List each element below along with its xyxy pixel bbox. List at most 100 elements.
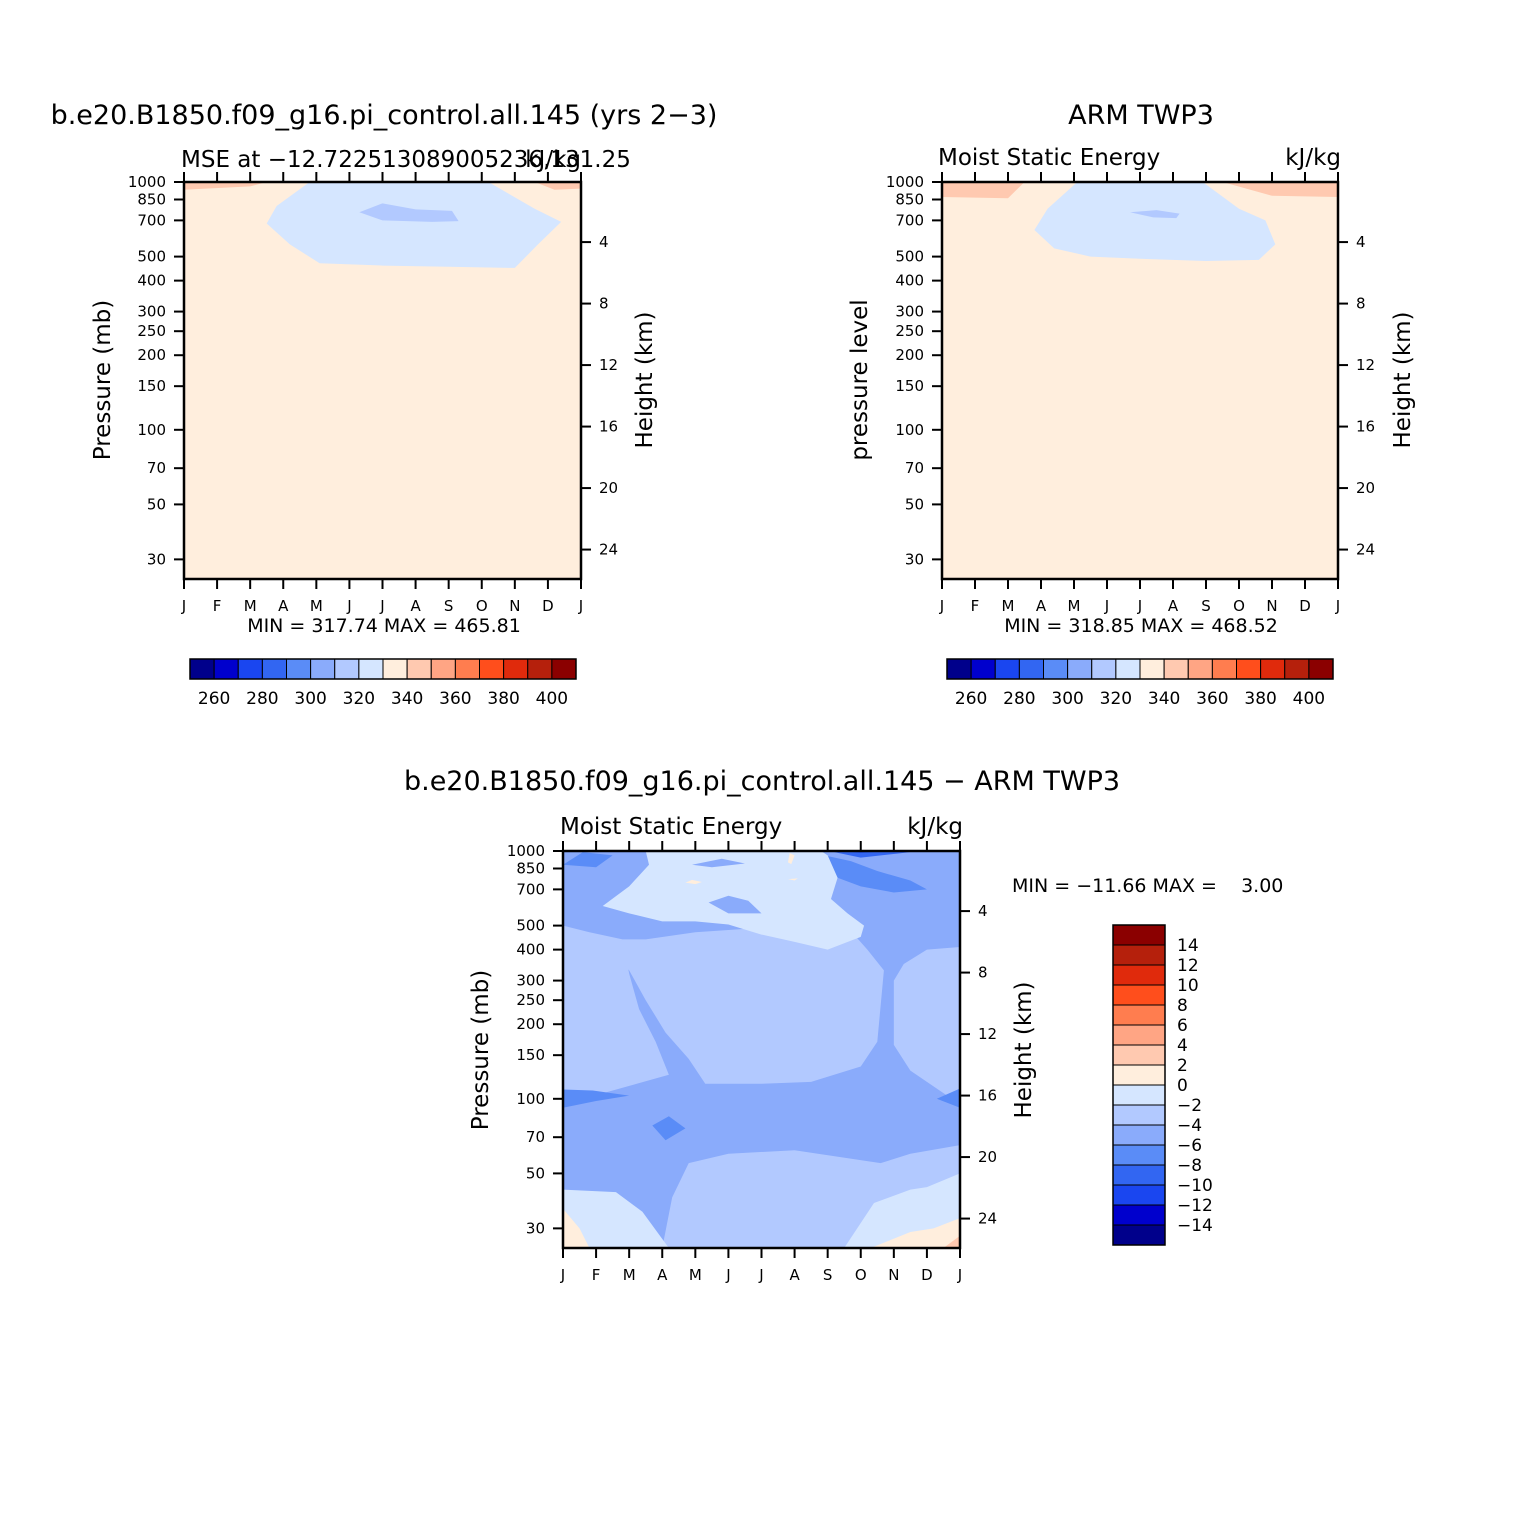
model-y-tick-label: 30 [147, 550, 166, 568]
diff-contour-2 [563, 1208, 590, 1248]
obs-y-tick-label: 850 [895, 190, 924, 208]
diff-x-tick-label: J [957, 1266, 962, 1284]
model-contour-340 [184, 182, 267, 190]
model-height-tick-label: 4 [599, 233, 609, 251]
model-x-tick-label: S [444, 597, 454, 615]
diff-height-tick-label: 12 [978, 1025, 997, 1043]
obs-colorbar-label: 260 [955, 689, 987, 709]
obs-y-tick-label: 200 [895, 346, 924, 364]
obs-colorbar-swatch [1018, 658, 1044, 680]
diff-x-tick-label: S [823, 1266, 833, 1284]
model-colorbar-swatch [527, 658, 553, 680]
model-colorbar-swatch [406, 658, 432, 680]
diff-min-max: MIN = −11.66 MAX = 3.00 [1012, 875, 1283, 897]
diff-colorbar-label: 12 [1177, 956, 1199, 976]
diff-contour--6 [563, 852, 613, 868]
diff-subtitle-right: kJ/kg [907, 814, 963, 840]
model-x-tick-label: J [578, 597, 583, 615]
diff-x-tick-label: J [758, 1266, 763, 1284]
diff-colorbar-swatch [1112, 984, 1166, 1006]
diff-colorbar-label: 14 [1177, 936, 1199, 956]
model-colorbar-swatch [237, 658, 263, 680]
obs-colorbar-label: 340 [1148, 689, 1180, 709]
model-height-tick-label: 20 [599, 479, 618, 497]
obs-colorbar-label: 300 [1051, 689, 1083, 709]
model-colorbar-swatch [503, 658, 529, 680]
model-colorbar-swatch [358, 658, 384, 680]
model-x-tick-label: J [181, 597, 186, 615]
model-x-tick-label: J [379, 597, 384, 615]
model-colorbar-swatch [286, 658, 312, 680]
diff-subtitle-left: Moist Static Energy [560, 814, 782, 840]
model-colorbar-swatch [213, 658, 239, 680]
obs-colorbar-swatch [1187, 658, 1213, 680]
diff-contour--2 [612, 923, 884, 1084]
obs-y-tick-label: 700 [895, 211, 924, 229]
model-x-tick-label: A [278, 597, 289, 615]
diff-y-tick-label: 150 [516, 1046, 545, 1064]
obs-x-tick-label: D [1299, 597, 1311, 615]
model-contour-330 [184, 182, 581, 579]
obs-colorbar-swatch [970, 658, 996, 680]
diff-colorbar-swatch [1112, 1024, 1166, 1046]
obs-x-tick-label: J [1335, 597, 1340, 615]
obs-y-tick-label: 30 [905, 550, 924, 568]
diff-y-tick-label: 300 [516, 972, 545, 990]
obs-x-tick-label: S [1201, 597, 1211, 615]
obs-height-tick-label: 24 [1356, 541, 1375, 559]
diff-x-tick-label: J [560, 1266, 565, 1284]
diff-contour--8 [834, 852, 911, 858]
model-contour-310 [359, 203, 459, 222]
model-x-tick-label: M [310, 597, 323, 615]
diff-x-tick-label: A [789, 1266, 800, 1284]
diff-x-tick-label: D [921, 1266, 933, 1284]
diff-contour-2 [685, 879, 702, 885]
diff-contour--4 [692, 858, 745, 868]
diff-colorbar-swatch [1112, 1004, 1166, 1026]
diff-contour--6 [821, 855, 927, 893]
obs-y-tick-label: 1000 [886, 173, 924, 191]
diff-contour-2 [870, 1218, 960, 1248]
obs-contour-layer [942, 182, 1338, 579]
diff-colorbar-label: −4 [1177, 1116, 1202, 1136]
diff-contour--6 [936, 1088, 960, 1108]
diff-contour--4 [708, 895, 762, 914]
diff-colorbar-label: 4 [1177, 1036, 1188, 1056]
model-x-tick-label: M [244, 597, 257, 615]
diff-contour-4 [943, 1235, 960, 1248]
model-contour-320 [266, 182, 562, 268]
diff-x-tick-label: A [657, 1266, 668, 1284]
model-colorbar: 260 280 300 320 340 360 380 400 [189, 658, 577, 709]
diff-height-tick-label: 16 [978, 1087, 997, 1105]
diff-x-tick-label: F [592, 1266, 601, 1284]
model-y-tick-label: 500 [137, 248, 166, 266]
model-title: b.e20.B1850.f09_g16.pi_control.all.145 (… [51, 100, 718, 131]
obs-contour-310 [1130, 210, 1180, 219]
diff-colorbar-label: −14 [1177, 1216, 1213, 1236]
obs-y-axis-label: pressure level [847, 299, 873, 460]
obs-x-tick-label: A [1168, 597, 1179, 615]
diff-y-tick-label: 100 [516, 1090, 545, 1108]
model-colorbar-swatch [261, 658, 287, 680]
diff-colorbar-label: 2 [1177, 1056, 1188, 1076]
model-colorbar-swatch [189, 658, 215, 680]
diff-colorbar-swatch [1112, 1184, 1166, 1206]
obs-colorbar-swatch [1043, 658, 1069, 680]
model-y-tick-label: 100 [137, 421, 166, 439]
diff-y-tick-label: 400 [516, 941, 545, 959]
obs-title: ARM TWP3 [1068, 100, 1214, 131]
obs-height-tick-label: 8 [1356, 295, 1366, 313]
diff-colorbar-label: 10 [1177, 976, 1199, 996]
model-colorbar-label: 300 [294, 689, 326, 709]
diff-colorbar-label: −2 [1177, 1096, 1202, 1116]
obs-colorbar-swatch [994, 658, 1020, 680]
obs-colorbar-swatch [1236, 658, 1262, 680]
diff-colorbar-swatch [1112, 1144, 1166, 1166]
diff-colorbar-swatch [1112, 924, 1166, 946]
model-y-tick-label: 150 [137, 377, 166, 395]
diff-colorbar-swatch [1112, 1204, 1166, 1226]
obs-colorbar-swatch [1163, 658, 1189, 680]
model-min-max: MIN = 317.74 MAX = 465.81 [247, 615, 521, 637]
obs-height-tick-label: 20 [1356, 479, 1375, 497]
